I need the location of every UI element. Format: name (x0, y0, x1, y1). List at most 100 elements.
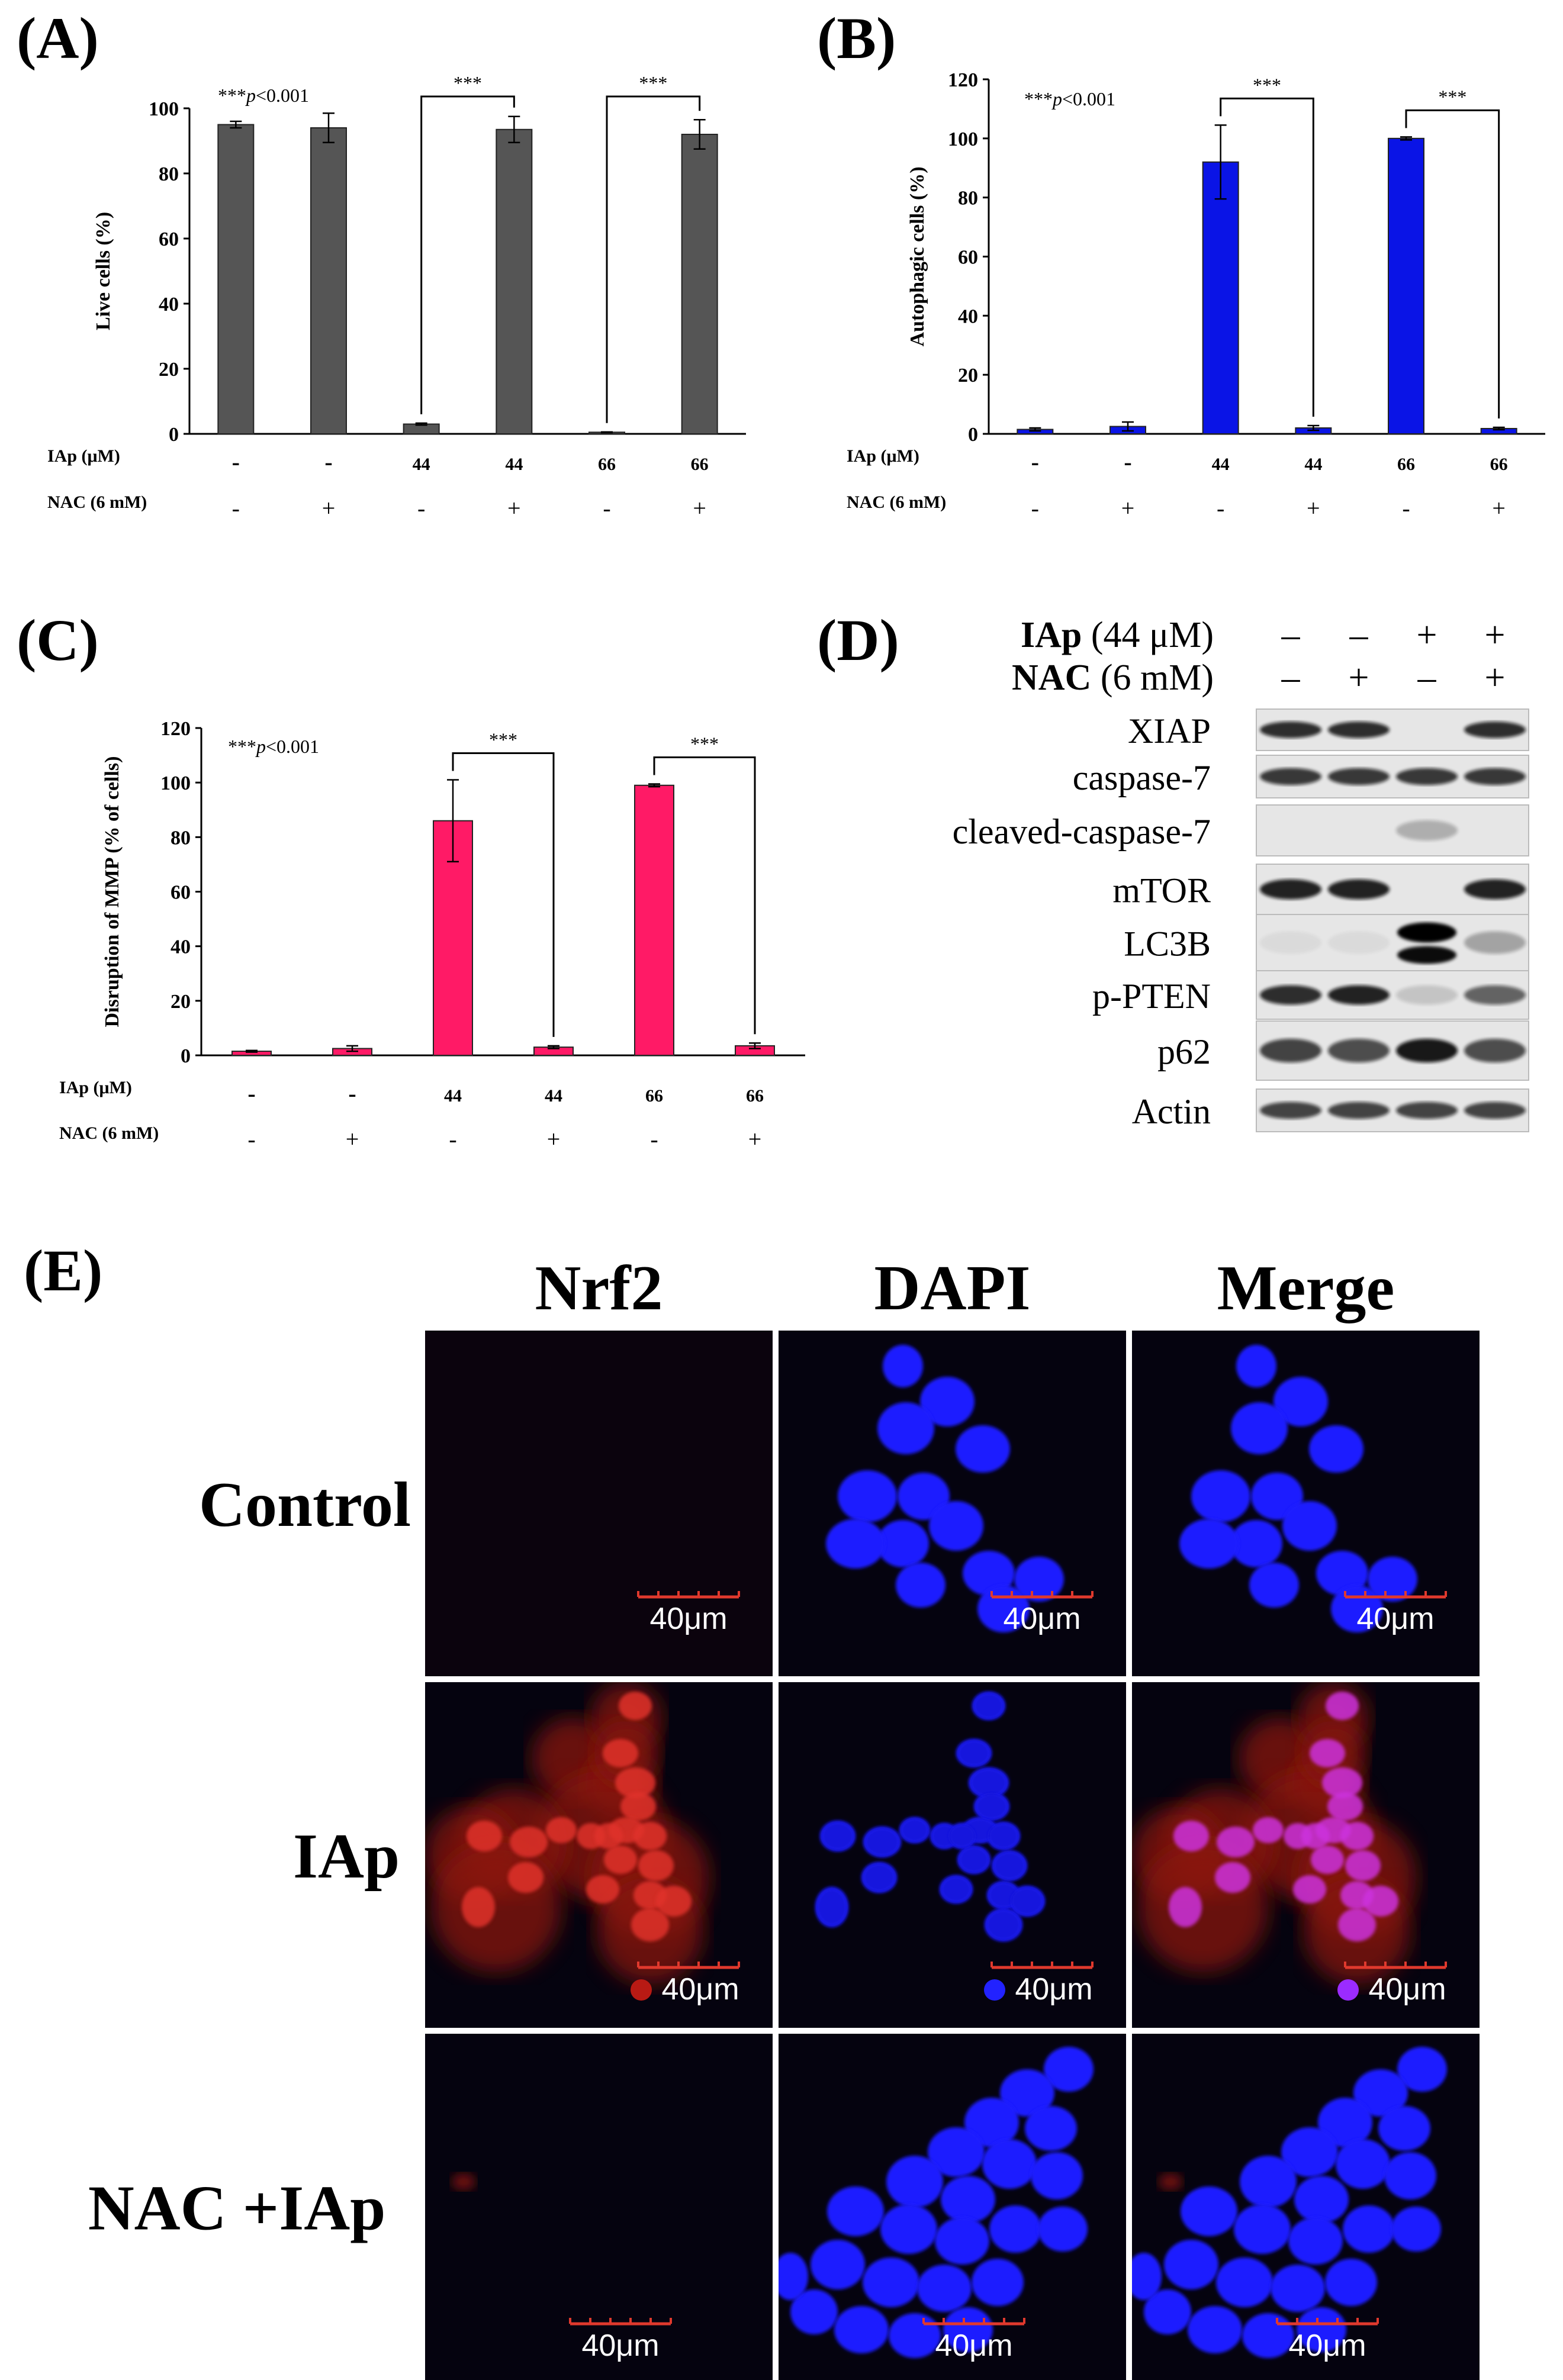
nucleus (877, 1402, 934, 1454)
y-tick-label: 0 (968, 424, 978, 446)
nucleus (976, 1793, 1008, 1819)
nucleus (1011, 1887, 1043, 1915)
significance-label: *** (454, 72, 482, 94)
y-tick-label: 20 (171, 991, 191, 1013)
nucleus (1271, 2265, 1325, 2312)
nac-sign: + (322, 495, 336, 521)
nucleus (986, 1909, 1021, 1940)
nucleus (1191, 1470, 1250, 1522)
nac-sign: + (547, 1126, 561, 1152)
panel-c-label: (C) (17, 607, 99, 673)
nucleus (586, 1875, 619, 1904)
nac-sign: - (603, 495, 610, 521)
y-tick-label: 80 (958, 188, 978, 210)
treatment-header: NAC (6 mM) (1012, 658, 1214, 698)
nucleus (959, 1847, 989, 1873)
nac-sign: + (748, 1126, 762, 1152)
y-tick-label: 80 (159, 163, 179, 185)
protein-band (1328, 985, 1390, 1005)
nucleus (816, 1889, 847, 1925)
nucleus (1297, 2307, 1346, 2352)
protein-band (1260, 768, 1321, 785)
nucleus (863, 2257, 919, 2307)
p-value-annotation: ***p<0.001 (218, 85, 309, 106)
western-blot: IAp (44 μM) – – + +NAC (6 mM) – + – +XIAPcaspase… (953, 615, 1529, 1132)
nucleus (880, 2204, 937, 2254)
protein-label: p-PTEN (1092, 977, 1211, 1016)
nac-sign: - (247, 1126, 255, 1152)
scale-bar-label: 40μm (1288, 2329, 1366, 2363)
y-tick-label: 120 (948, 69, 978, 91)
nucleus (1343, 2205, 1395, 2253)
protein-band (1396, 1039, 1458, 1062)
nucleus (956, 1425, 1010, 1473)
nucleus (1301, 1823, 1330, 1849)
panel-d-label: (D) (817, 607, 899, 673)
nucleus (1310, 1739, 1345, 1767)
image-background (779, 1682, 1126, 2028)
legend-dot (1337, 1979, 1359, 2001)
microscopy-image: 40μm (779, 2034, 1126, 2380)
y-tick-label: 20 (958, 365, 978, 387)
nucleus (993, 1851, 1025, 1880)
iap-dose: 44 (444, 1086, 462, 1106)
nucleus (963, 1551, 1015, 1596)
nucleus (1384, 2152, 1436, 2199)
nac-sign: + (1492, 495, 1506, 521)
significance-bracket (452, 752, 555, 1037)
nucleus (510, 1827, 548, 1857)
red-speck (452, 2173, 475, 2190)
microscopy-image: 40μm (779, 1331, 1126, 1676)
nac-sign: + (1307, 495, 1320, 521)
significance-label: *** (489, 729, 517, 751)
iap-dose: - (348, 1080, 356, 1107)
bar (217, 124, 255, 434)
nucleus (620, 1792, 656, 1821)
nucleus (865, 1828, 899, 1856)
nucleus (1316, 1551, 1368, 1596)
nucleus (1179, 1519, 1239, 1569)
protein-band (1260, 1102, 1321, 1119)
bar (1388, 137, 1424, 434)
row-label-nac: NAC (6 mM) (59, 1123, 159, 1143)
protein-band (1328, 931, 1390, 954)
scale-bar-label: 40μm (1356, 1602, 1434, 1636)
lane-sign: + (1485, 615, 1506, 655)
protein-band (1396, 985, 1458, 1005)
panel-a-label: (A) (17, 5, 99, 71)
nucleus (594, 1823, 623, 1849)
protein-band (1260, 722, 1321, 738)
significance-bracket (653, 756, 756, 1035)
microscopy-image: 40μm (1132, 1331, 1480, 1676)
iap-dose: 66 (746, 1086, 764, 1106)
chart-a: 0 20 40 60 80 100 Live cells (%) *** *** ***p<0.0… (47, 72, 746, 521)
nucleus (603, 1739, 638, 1767)
y-axis-label: Live cells (%) (92, 212, 114, 330)
nucleus (1000, 2069, 1054, 2117)
column-header: Nrf2 (535, 1253, 663, 1323)
chart-c: 0 20 40 60 80 100 120 Disruption of MMP (% of c… (59, 718, 805, 1152)
nucleus (1325, 2259, 1377, 2306)
nucleus (973, 1693, 1004, 1719)
nucleus (638, 1850, 674, 1881)
lane-sign: + (1485, 658, 1506, 698)
nucleus (467, 1821, 502, 1851)
nucleus (1164, 2240, 1218, 2289)
nucleus (631, 1908, 669, 1941)
nucleus (1326, 1692, 1359, 1720)
nucleus (633, 1822, 667, 1850)
nucleus (546, 1817, 577, 1843)
nucleus (1368, 1557, 1417, 1602)
protein-band (1397, 922, 1456, 943)
y-tick-label: 100 (948, 128, 978, 150)
row-label: NAC +IAp (88, 2173, 386, 2244)
nucleus (779, 2253, 808, 2300)
nucleus (1282, 1501, 1337, 1551)
bar (1202, 161, 1239, 434)
nucleus (941, 2176, 995, 2223)
protein-band (1396, 820, 1458, 841)
iap-dose: - (324, 449, 332, 475)
nucleus (877, 1520, 929, 1567)
protein-band (1464, 722, 1526, 738)
protein-label: Actin (1132, 1092, 1211, 1131)
